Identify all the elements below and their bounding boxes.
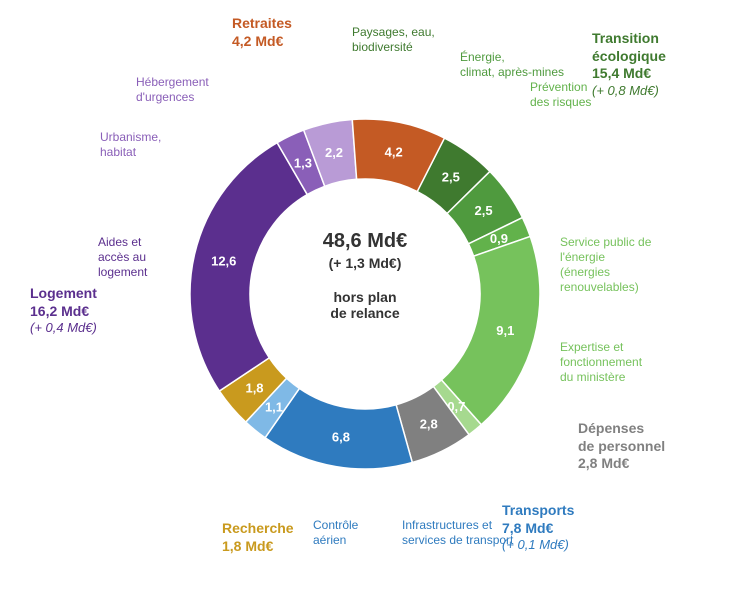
group-total: 2,8 Md€ [578, 455, 665, 473]
ext-aides: Aides et accès au logement [98, 235, 147, 280]
group-total: 16,2 Md€ [30, 303, 97, 321]
ext-risques: Prévention des risques [530, 80, 591, 110]
group-title: Transition écologique [592, 30, 666, 65]
value-label-aides: 12,6 [211, 254, 236, 269]
group-title: Transports [502, 502, 574, 520]
group-logement: Logement 16,2 Md€ (+ 0,4 Md€) [30, 285, 97, 336]
group-delta: (+ 0,8 Md€) [592, 83, 666, 99]
ext-infra: Infrastructures et services de transport [402, 518, 513, 548]
ext-paysages: Paysages, eau, biodiversité [352, 25, 435, 55]
value-label-paysages: 2,5 [442, 170, 460, 185]
value-label-recherche: 1,8 [245, 380, 263, 395]
value-label-aerien: 1,1 [265, 399, 283, 414]
group-total: 4,2 Md€ [232, 33, 292, 51]
group-retraites: Retraites 4,2 Md€ [232, 15, 292, 50]
chart-stage: 2,52,50,99,10,72,86,81,11,812,61,32,24,2… [0, 0, 730, 589]
group-delta: (+ 0,4 Md€) [30, 320, 97, 336]
group-total: 15,4 Md€ [592, 65, 666, 83]
group-recherche: Recherche 1,8 Md€ [222, 520, 294, 555]
center-total: 48,6 Md€ [265, 230, 465, 253]
value-label-heberg: 2,2 [325, 145, 343, 160]
ext-aerien: Contrôle aérien [313, 518, 358, 548]
ext-heberg: Hébergement d'urgences [136, 75, 209, 105]
ext-energie: Énergie, climat, après-mines [460, 50, 564, 80]
ext-service: Service public de l'énergie (énergies re… [560, 235, 651, 295]
center-note: hors plan de relance [265, 289, 465, 321]
center-delta: (+ 1,3 Md€) [265, 255, 465, 271]
value-label-infra: 6,8 [332, 429, 350, 444]
ext-urbanisme: Urbanisme, habitat [100, 130, 161, 160]
group-title: Recherche [222, 520, 294, 538]
center-block: 48,6 Md€ (+ 1,3 Md€) hors plan de relanc… [265, 230, 465, 321]
value-label-urbanisme: 1,3 [294, 155, 312, 170]
value-label-risques: 0,9 [490, 231, 508, 246]
group-title: Retraites [232, 15, 292, 33]
group-title: Dépenses de personnel [578, 420, 665, 455]
group-depenses: Dépenses de personnel 2,8 Md€ [578, 420, 665, 473]
ext-expertise: Expertise et fonctionnement du ministère [560, 340, 642, 385]
value-label-energie: 2,5 [474, 203, 492, 218]
group-transition: Transition écologique 15,4 Md€ (+ 0,8 Md… [592, 30, 666, 99]
value-label-depenses: 2,8 [420, 417, 438, 432]
group-title: Logement [30, 285, 97, 303]
group-total: 1,8 Md€ [222, 538, 294, 556]
value-label-service: 9,1 [496, 323, 514, 338]
value-label-retraites: 4,2 [385, 144, 403, 159]
